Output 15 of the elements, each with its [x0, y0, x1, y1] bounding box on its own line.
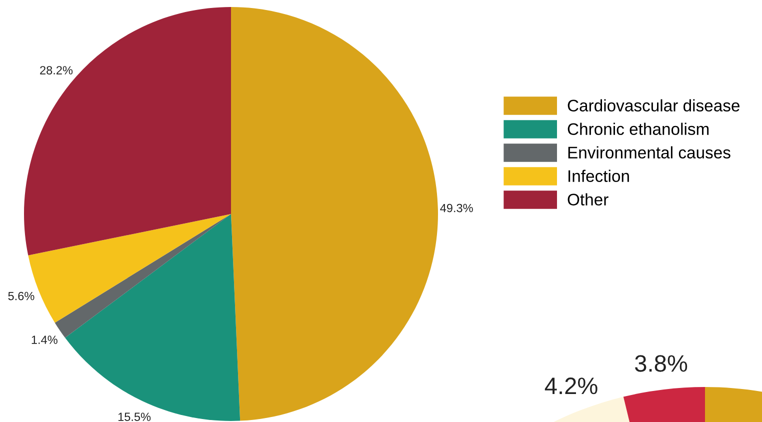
data-label: 3.8% [635, 355, 688, 372]
legend-label: Other [568, 193, 608, 206]
data-label: 28.2% [40, 66, 73, 74]
data-label: 5.6% [8, 292, 34, 300]
data-label: 49.3% [440, 204, 473, 212]
legend-label: Infection [568, 170, 629, 182]
data-label: 15.5% [118, 412, 151, 422]
pie-slice [65, 214, 240, 421]
data-label: 4.2% [544, 378, 598, 394]
data-label: 1.4% [32, 336, 58, 344]
pie-slice [231, 7, 438, 421]
pie-slice [24, 7, 231, 256]
legend-label: Environmental causes [568, 146, 730, 158]
legend-label: Cardiovascular disease [568, 99, 740, 112]
legend-label: Chronic ethanolism [568, 122, 709, 135]
